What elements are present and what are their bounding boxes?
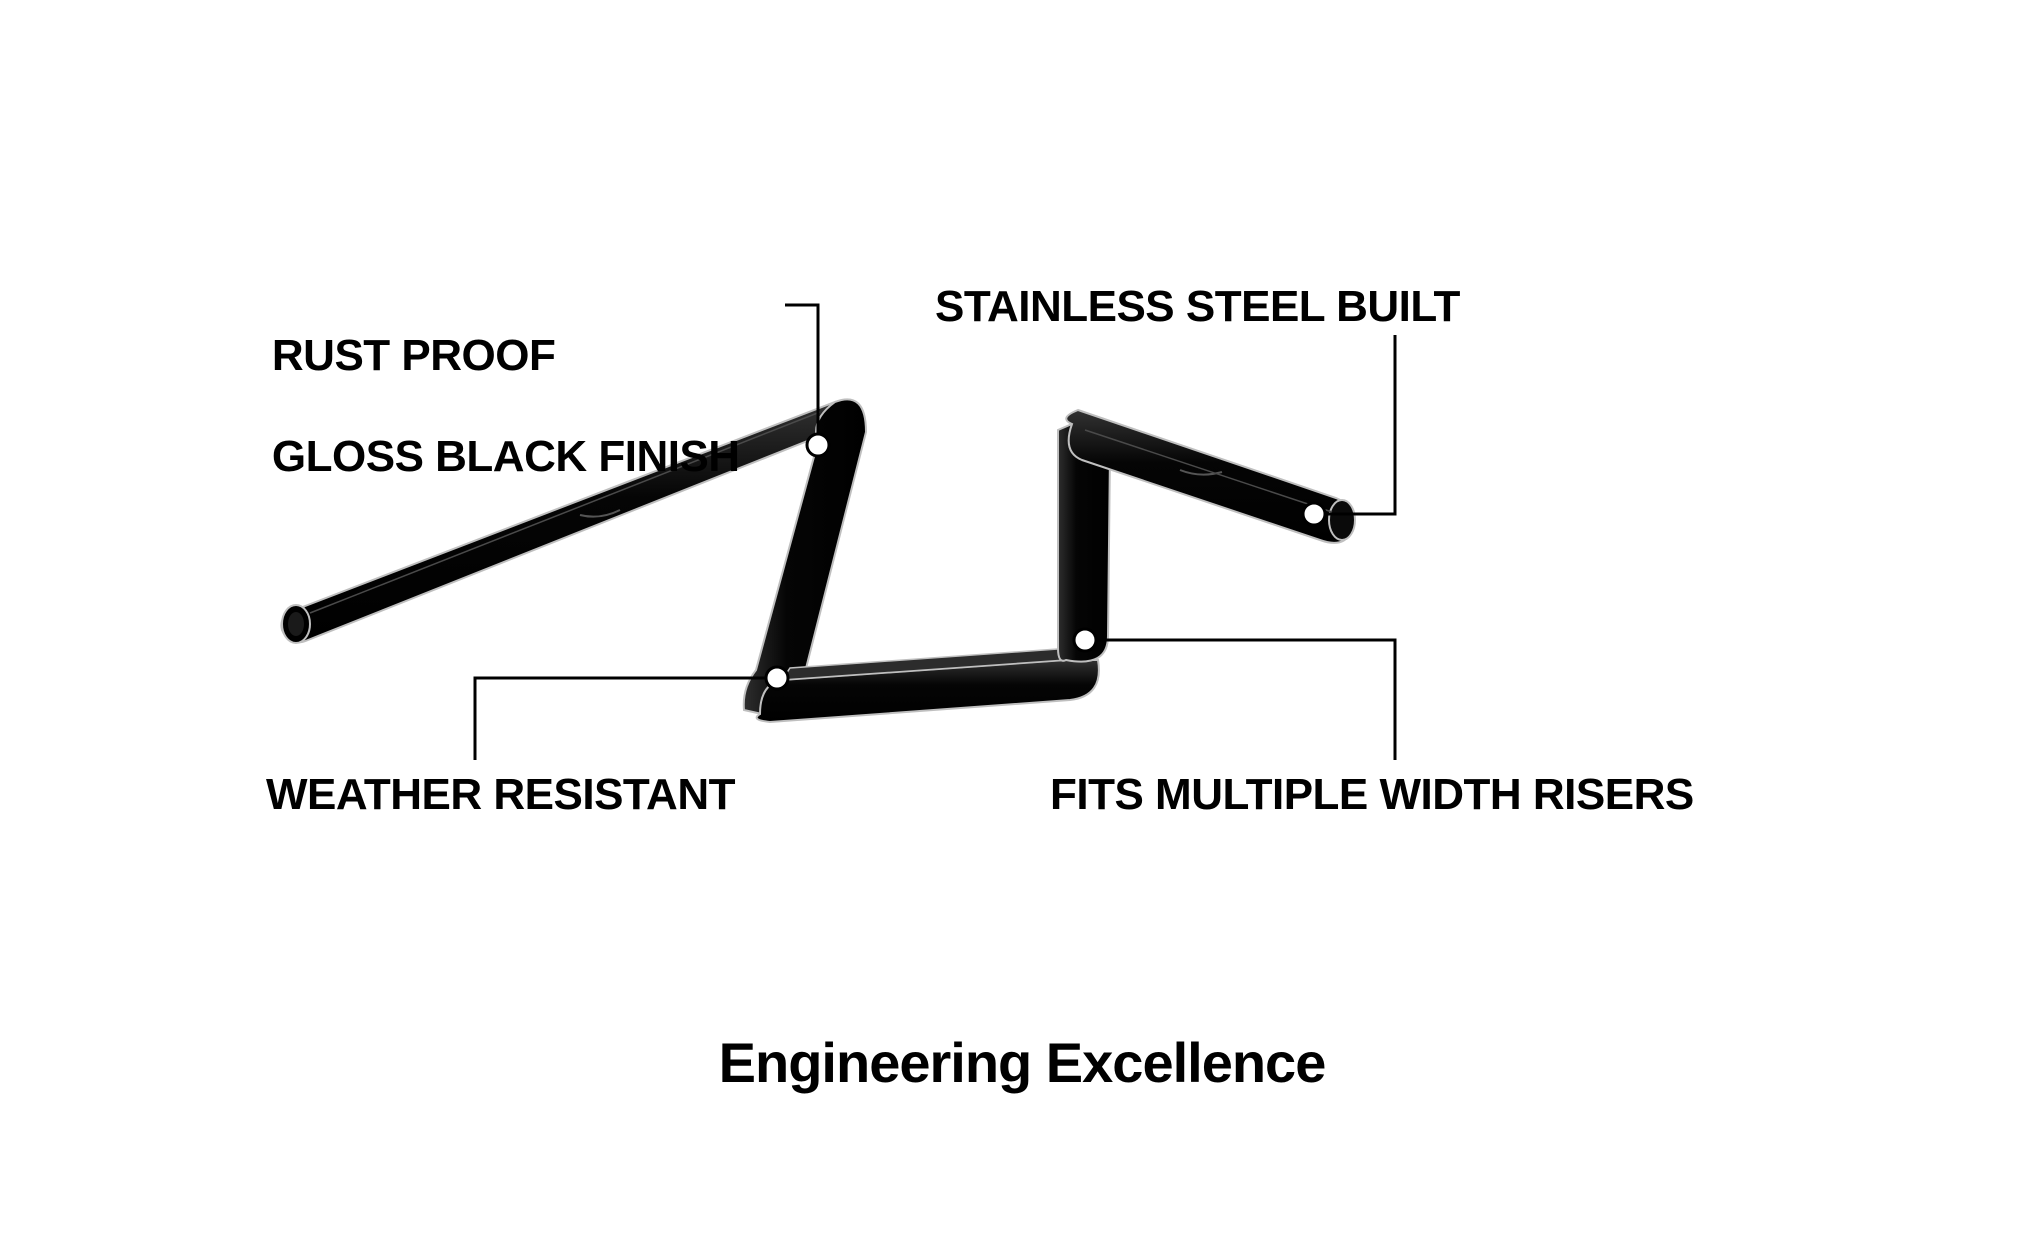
markers (766, 434, 1325, 689)
leader-stainless (1314, 335, 1395, 514)
label-fits: FITS MULTIPLE WIDTH RISERS (1050, 770, 1694, 821)
label-rust-proof: RUST PROOF GLOSS BLACK FINISH (225, 280, 740, 533)
marker-stainless (1303, 503, 1325, 525)
marker-rust-proof (807, 434, 829, 456)
label-rust-proof-line1: RUST PROOF (272, 331, 555, 380)
label-rust-proof-line2: GLOSS BLACK FINISH (272, 432, 740, 481)
diagram-container: RUST PROOF GLOSS BLACK FINISH STAINLESS … (0, 0, 2044, 1248)
marker-weather (766, 667, 788, 689)
caption: Engineering Excellence (0, 1030, 2044, 1095)
label-stainless: STAINLESS STEEL BUILT (935, 282, 1460, 333)
leader-weather (475, 678, 777, 760)
leader-fits (1085, 640, 1395, 760)
marker-fits (1074, 629, 1096, 651)
leader-rust-proof (785, 305, 818, 445)
label-weather: WEATHER RESISTANT (266, 770, 735, 821)
